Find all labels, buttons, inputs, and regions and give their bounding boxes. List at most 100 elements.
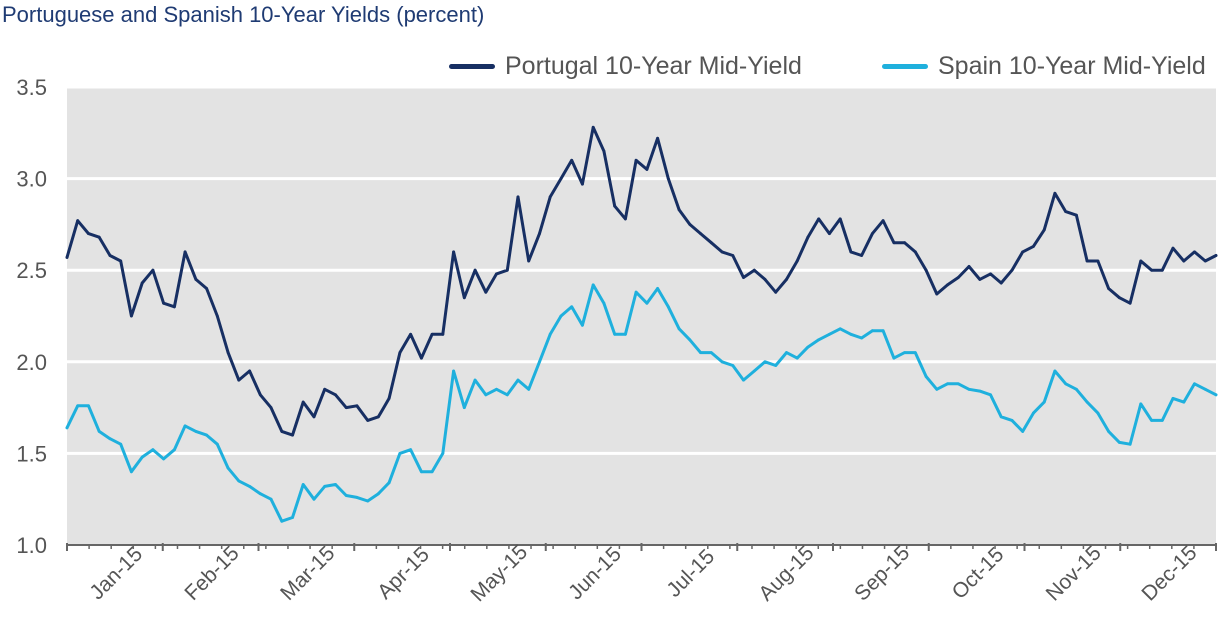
data-point-portugal [1171, 246, 1175, 250]
data-point-spain [731, 364, 735, 367]
legend-swatch-spain [882, 63, 928, 69]
x-tick-label: May-15 [466, 541, 532, 607]
data-point-spain [301, 483, 305, 486]
data-point-spain [913, 351, 917, 354]
data-point-portugal [731, 254, 735, 257]
data-point-spain [720, 360, 724, 364]
data-point-portugal [742, 276, 745, 279]
data-point-spain [1139, 402, 1143, 406]
data-point-spain [752, 369, 756, 373]
data-point-portugal [462, 296, 466, 300]
data-point-portugal [291, 433, 294, 437]
data-point-spain [1042, 400, 1046, 404]
data-point-spain [999, 415, 1003, 419]
data-point-portugal [97, 235, 101, 239]
data-point-portugal [924, 268, 928, 272]
x-tick-label: Aug-15 [754, 541, 818, 605]
data-point-spain [1171, 397, 1175, 400]
data-point-portugal [849, 250, 853, 254]
data-point-portugal [377, 415, 380, 419]
data-point-spain [624, 332, 627, 336]
data-point-spain [377, 492, 380, 496]
data-point-portugal [806, 235, 810, 239]
data-point-portugal [258, 393, 262, 397]
data-point-portugal [860, 254, 863, 257]
data-point-spain [634, 290, 638, 294]
data-point-portugal [420, 356, 423, 360]
x-tick-label: Mar-15 [276, 542, 339, 605]
data-point-portugal [183, 250, 187, 254]
data-point-spain [838, 327, 842, 331]
data-point-spain [462, 406, 466, 409]
y-tick-label: 1.0 [16, 533, 47, 558]
data-point-spain [1032, 411, 1035, 415]
data-point-portugal [570, 158, 574, 162]
data-point-portugal [312, 415, 316, 419]
x-tick-label: Jun-15 [564, 543, 626, 605]
data-point-spain [140, 455, 144, 459]
data-point-spain [484, 393, 488, 397]
data-point-spain [355, 496, 359, 499]
data-point-spain [108, 437, 112, 441]
data-point-spain [699, 351, 702, 354]
data-point-portugal [967, 265, 971, 268]
data-point-spain [1203, 387, 1207, 391]
data-point-spain [344, 494, 348, 497]
data-point-portugal [634, 158, 638, 162]
legend-swatch-portugal [449, 63, 495, 69]
data-point-portugal [65, 256, 69, 259]
data-point-spain [495, 387, 498, 391]
data-point-portugal [1032, 245, 1035, 248]
data-point-spain [291, 516, 294, 519]
data-point-spain [956, 382, 960, 386]
data-point-portugal [989, 272, 992, 276]
data-point-portugal [838, 217, 842, 221]
data-point-portugal [978, 278, 982, 281]
data-point-portugal [935, 292, 939, 296]
data-point-spain [881, 329, 885, 333]
y-tick-label: 2.5 [16, 258, 47, 283]
data-point-portugal [130, 314, 133, 318]
data-point-portugal [162, 301, 166, 305]
data-point-portugal [1075, 213, 1078, 217]
data-point-spain [1214, 393, 1218, 397]
data-point-spain [1128, 442, 1132, 446]
data-point-spain [1118, 441, 1121, 444]
legend-label-portugal: Portugal 10-Year Mid-Yield [505, 51, 802, 80]
data-point-portugal [538, 232, 541, 236]
data-point-portugal [527, 259, 531, 263]
data-point-portugal [1160, 268, 1164, 272]
data-point-portugal [237, 378, 241, 382]
data-point-spain [1107, 430, 1110, 433]
data-point-portugal [559, 177, 563, 181]
data-point-portugal [1128, 301, 1132, 305]
data-point-spain [666, 305, 670, 309]
x-tick-label: Feb-15 [180, 542, 243, 605]
data-point-spain [183, 424, 187, 428]
data-point-portugal [720, 250, 724, 254]
data-point-spain [420, 470, 423, 474]
data-point-portugal [881, 219, 885, 223]
data-point-spain [849, 332, 853, 336]
data-point-spain [130, 470, 133, 474]
x-tick-label: Oct-15 [948, 543, 1009, 604]
x-tick-label: Dec-15 [1137, 541, 1201, 605]
data-point-spain [119, 442, 123, 446]
data-point-spain [366, 499, 370, 503]
data-point-spain [688, 338, 692, 342]
data-point-portugal [774, 290, 778, 294]
data-point-spain [903, 351, 906, 354]
series-line-portugal [65, 125, 1218, 437]
data-point-portugal [624, 217, 627, 221]
data-point-spain [602, 301, 606, 305]
data-point-spain [334, 483, 337, 486]
data-point-portugal [656, 136, 659, 140]
data-point-portugal [119, 259, 123, 263]
data-point-spain [795, 356, 799, 360]
data-point-portugal [205, 287, 209, 290]
data-point-spain [1150, 419, 1153, 422]
data-point-spain [430, 470, 434, 474]
data-point-portugal [591, 125, 595, 129]
y-tick-label: 3.5 [16, 75, 47, 100]
data-point-portugal [108, 254, 112, 257]
